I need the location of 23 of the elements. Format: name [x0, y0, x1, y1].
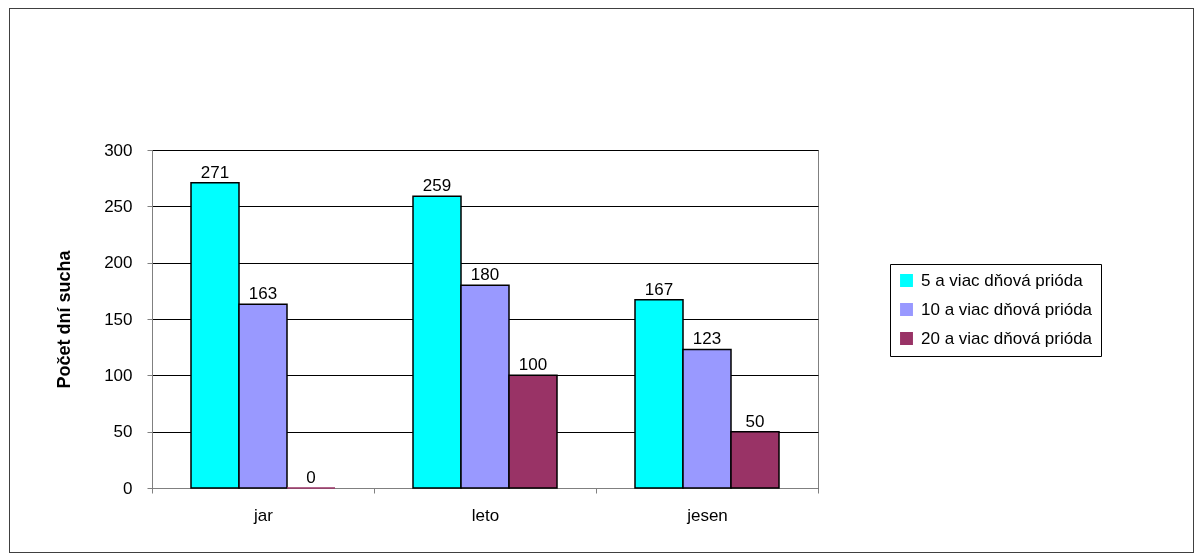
y-tick-label: 100 — [104, 365, 133, 385]
y-tick-label: 200 — [104, 253, 133, 273]
data-label: 123 — [692, 329, 722, 349]
x-tick-label: leto — [471, 505, 500, 525]
data-label: 180 — [470, 265, 500, 285]
legend-label: 5 a viac dňová prióda — [921, 270, 1084, 290]
legend-label: 10 a viac dňová prióda — [921, 299, 1093, 319]
legend-label: 20 a viac dňová prióda — [921, 328, 1093, 348]
data-label: 0 — [306, 468, 316, 487]
data-label: 271 — [200, 162, 230, 182]
y-tick-label: 300 — [104, 140, 133, 160]
data-label: 259 — [422, 176, 452, 196]
data-label: 163 — [248, 284, 278, 304]
data-label: 50 — [745, 411, 765, 431]
x-tick-label: jesen — [686, 505, 728, 525]
y-tick-label: 0 — [123, 478, 133, 498]
y-axis-title: Počet dní sucha — [54, 249, 75, 389]
x-tick-label: jar — [253, 505, 274, 525]
y-tick-label: 150 — [104, 309, 133, 329]
y-tick-label: 250 — [104, 196, 133, 216]
data-label: 167 — [644, 279, 674, 299]
data-label: 100 — [518, 355, 548, 375]
y-tick-label: 50 — [113, 422, 133, 442]
